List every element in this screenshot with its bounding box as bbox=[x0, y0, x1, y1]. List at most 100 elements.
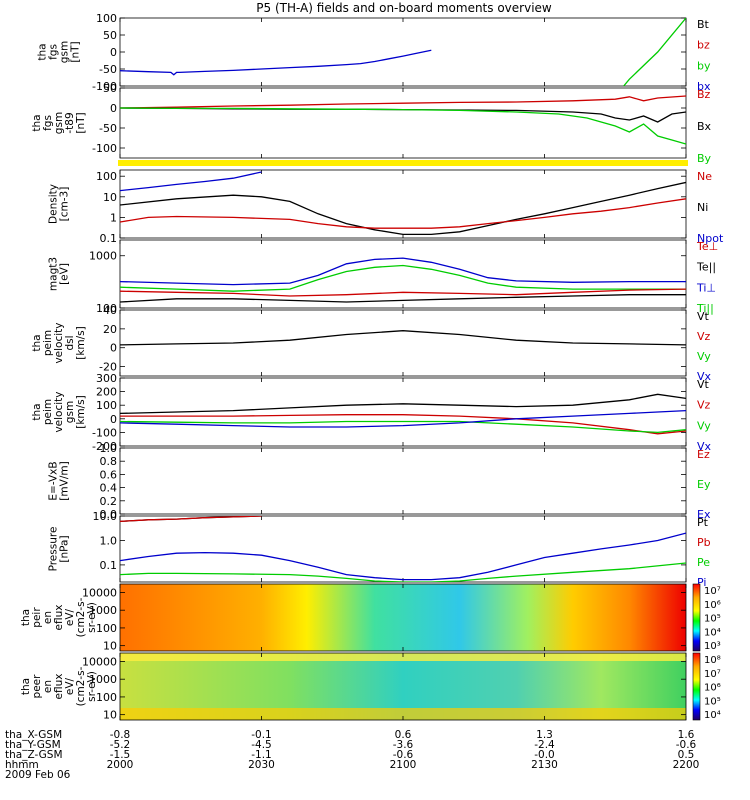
colorbar-tick-label: 10⁸ bbox=[704, 655, 721, 666]
colorbar-tick-label: 10³ bbox=[704, 641, 721, 652]
y-axis-label: tha bbox=[31, 403, 43, 420]
legend-label: Vy bbox=[697, 419, 711, 432]
y-tick-label: 0.4 bbox=[100, 482, 118, 495]
legend-label: Ez bbox=[697, 448, 710, 461]
series-line-Vt bbox=[120, 393, 686, 415]
legend-label: Vz bbox=[697, 399, 711, 412]
y-axis-label: velocity bbox=[53, 322, 65, 363]
legend-label: Ti⊥ bbox=[696, 281, 716, 294]
legend-label: Pb bbox=[697, 536, 711, 549]
panel-magt3: 1000 100 magt3 [eV] Te⊥ Te|| Ti⊥ Ti|| bbox=[48, 239, 718, 315]
x-axis-value: 2200 bbox=[673, 759, 700, 771]
colorbar-tick-label: 10⁵ bbox=[704, 696, 721, 707]
y-axis-label: [mV/m] bbox=[59, 461, 71, 500]
series-line-Vz bbox=[120, 414, 686, 435]
colorbar-tick-label: 10⁷ bbox=[704, 669, 721, 680]
y-tick-label: 0 bbox=[110, 342, 117, 355]
legend-label: Bx bbox=[697, 120, 712, 133]
legend-label: Ey bbox=[697, 478, 711, 491]
x-axis-value: -0.0 bbox=[534, 749, 555, 761]
colorbar-tick-label: 10⁴ bbox=[704, 627, 721, 638]
panel-frame bbox=[119, 447, 687, 515]
panel-density: 100 10 1 0.1 Density [cm-3] Ne Ni Npot bbox=[48, 169, 724, 245]
y-tick-label: 0 bbox=[110, 102, 117, 115]
x-axis-row-label: hhmm bbox=[5, 759, 39, 771]
x-axis-value: -5.2 bbox=[110, 739, 131, 751]
y-axis-label: [km/s] bbox=[75, 326, 87, 360]
y-axis-label: [cm-3] bbox=[59, 187, 71, 222]
y-axis-label: en bbox=[42, 680, 54, 693]
y-tick-label: -50 bbox=[99, 63, 117, 76]
panel-frame bbox=[119, 377, 687, 447]
panel-peir: 10⁷ 10⁶ 10⁵ 10⁴ 10³ 10000 1000 100 10 tha peir en ef… bbox=[20, 583, 721, 653]
y-axis-label: velocity bbox=[53, 391, 65, 432]
colorbar bbox=[692, 652, 701, 721]
y-axis-label: tha bbox=[31, 114, 43, 131]
series-line-Ni bbox=[120, 181, 686, 236]
y-tick-label: 10000 bbox=[82, 655, 117, 668]
legend-label: Bt bbox=[697, 18, 710, 31]
y-tick-label: 1000 bbox=[89, 673, 117, 686]
legend-label: Pe bbox=[697, 556, 710, 569]
y-axis-label: gsm bbox=[64, 401, 76, 423]
y-tick-label: 100 bbox=[96, 691, 117, 704]
y-tick-label: 1.0 bbox=[100, 534, 118, 547]
y-tick-label: 1.0 bbox=[100, 442, 118, 455]
series-line-Pe bbox=[120, 562, 686, 582]
y-axis-label: gsm bbox=[53, 112, 65, 134]
y-axis-label: peir bbox=[31, 607, 43, 628]
y-tick-label: -50 bbox=[99, 122, 117, 135]
x-axis-value: 2100 bbox=[390, 759, 417, 771]
legend-label: Vt bbox=[697, 378, 710, 391]
y-axis-label: gsm bbox=[59, 41, 71, 63]
y-axis-label: eflux bbox=[53, 605, 65, 631]
series-line-Vt bbox=[120, 330, 686, 346]
y-tick-label: 20 bbox=[103, 323, 117, 336]
separator-bar bbox=[118, 160, 688, 166]
y-axis-label: sr-eV) bbox=[86, 671, 98, 702]
x-axis-value: -4.5 bbox=[251, 739, 272, 751]
x-axis-value: 2130 bbox=[531, 759, 558, 771]
y-axis-label: sr-eV) bbox=[86, 602, 98, 633]
panel-frame bbox=[119, 87, 687, 159]
y-tick-label: 100 bbox=[96, 302, 117, 315]
y-axis-label: [nPa] bbox=[59, 535, 71, 562]
x-axis-value: -1.1 bbox=[251, 749, 272, 761]
x-axis-value: 1.3 bbox=[536, 729, 553, 741]
y-tick-label: 40 bbox=[103, 304, 117, 317]
y-axis-label: dsl bbox=[64, 335, 76, 350]
y-tick-label: 0.1 bbox=[100, 559, 118, 572]
spectrogram bbox=[120, 584, 686, 651]
legend-label: Ni bbox=[697, 201, 708, 214]
legend-label: bz bbox=[697, 39, 710, 52]
panel-peer: 10⁸ 10⁷ 10⁶ 10⁵ 10⁴ 10000 1000 100 10 tha peer en ef… bbox=[20, 652, 721, 722]
y-tick-label: -100 bbox=[92, 142, 117, 155]
series-line-Ti|| bbox=[120, 264, 686, 292]
legend-label: bx bbox=[697, 80, 711, 93]
colorbar-tick-label: 10⁵ bbox=[704, 614, 721, 625]
panel-fgs: 100 50 0 -50 -100 tha fgs gsm [nT] Bt bz by bx bbox=[37, 12, 711, 93]
y-tick-label: 50 bbox=[103, 82, 117, 95]
y-axis-label: peim bbox=[42, 399, 54, 425]
panel-frame bbox=[119, 17, 687, 87]
colorbar-tick-label: 10⁶ bbox=[704, 683, 721, 694]
legend-label: By bbox=[697, 152, 712, 165]
legend-label: Pi bbox=[697, 576, 706, 589]
y-axis-label: magt3 bbox=[48, 257, 60, 291]
legend-label: Bz bbox=[697, 88, 711, 101]
panel-pressure: 10.0 1.0 0.1 Pressure [nPa] Pt Pb Pe Pi bbox=[48, 510, 711, 589]
series-line-Vy bbox=[120, 420, 686, 434]
y-axis-label: [eV] bbox=[59, 263, 71, 285]
y-axis-label: [nT] bbox=[70, 41, 82, 62]
legend-label: by bbox=[697, 59, 711, 72]
y-axis-label: eV/ bbox=[64, 677, 76, 695]
y-tick-label: 10.0 bbox=[93, 510, 118, 523]
y-tick-label: 1000 bbox=[89, 250, 117, 263]
y-axis-label: Pressure bbox=[48, 527, 60, 572]
y-tick-label: 10 bbox=[103, 709, 117, 722]
date-label: 2009 Feb 06 bbox=[5, 769, 71, 781]
x-axis-value: 2000 bbox=[107, 759, 134, 771]
